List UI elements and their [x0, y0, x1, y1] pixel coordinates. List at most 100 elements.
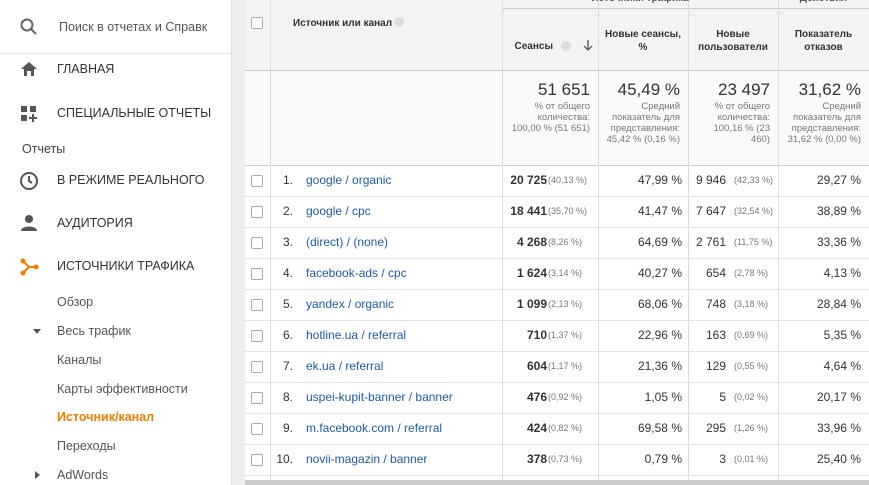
search-icon — [20, 18, 37, 35]
total-note: Средний показатель для представления: 45… — [606, 101, 680, 145]
bounce-rate: 25,40 % — [816, 452, 861, 466]
expand-arrow[interactable] — [33, 328, 41, 336]
row-checkbox[interactable] — [251, 237, 263, 249]
row-index: 2. — [282, 204, 293, 218]
nav-sub-item[interactable]: Каналы — [57, 353, 102, 367]
sessions: 4 268 — [516, 235, 547, 249]
sessions-share: (0,82 %) — [548, 423, 583, 433]
row-checkbox[interactable] — [251, 392, 263, 404]
row-checkbox[interactable] — [251, 361, 263, 373]
sort-arrow[interactable] — [583, 40, 593, 52]
source-link[interactable]: m.facebook.com / referral — [306, 421, 443, 435]
nav-item[interactable]: ИСТОЧНИКИ ТРАФИКА — [57, 259, 195, 273]
bounce-rate: 20,17 % — [816, 390, 861, 404]
bounce-rate: 4,64 % — [823, 359, 861, 373]
sessions-share: (0,92 %) — [548, 392, 583, 402]
column-divider — [598, 0, 599, 480]
row-index: 4. — [282, 266, 293, 280]
source-link[interactable]: (direct) / (none) — [306, 235, 389, 249]
total-value: 45,49 % — [617, 80, 680, 99]
row-divider — [245, 258, 869, 259]
new-users: 654 — [705, 266, 726, 280]
row-index: 8. — [282, 390, 293, 404]
source-link[interactable]: novii-magazin / banner — [306, 452, 428, 466]
row-checkbox[interactable] — [251, 454, 263, 466]
nav-item[interactable]: СПЕЦИАЛЬНЫЕ ОТЧЕТЫ — [57, 106, 212, 120]
row-divider — [245, 289, 869, 290]
help-icon[interactable] — [394, 17, 404, 27]
bounce-rate: 29,27 % — [816, 173, 861, 187]
new-users: 129 — [705, 359, 726, 373]
column-header[interactable]: Новые сеансы, % — [605, 29, 681, 53]
sessions: 1 624 — [516, 266, 547, 280]
new-sessions: 69,58 % — [637, 421, 682, 435]
sessions: 710 — [526, 328, 547, 342]
nav-sub-item[interactable]: Обзор — [57, 295, 94, 309]
new-users: 748 — [705, 297, 726, 311]
column-header[interactable]: Показатель отказов — [794, 29, 853, 53]
row-checkbox[interactable] — [251, 299, 263, 311]
new-users-share: (0,69 %) — [734, 330, 769, 340]
new-users: 2 761 — [695, 235, 726, 249]
new-users: 3 — [719, 452, 726, 466]
source-link[interactable]: hotline.ua / referral — [306, 328, 407, 342]
search-input[interactable]: Поиск в отчетах и Справк — [59, 20, 208, 34]
column-header[interactable]: Новые пользователи — [698, 29, 768, 53]
new-users-share: (11,75 %) — [734, 237, 773, 247]
sessions: 378 — [526, 452, 547, 466]
new-users-share: (0,01 %) — [734, 454, 769, 464]
column-header[interactable]: Сеансы — [514, 41, 554, 52]
sessions: 1 099 — [516, 297, 547, 311]
new-users: 9 946 — [695, 173, 726, 187]
row-checkbox[interactable] — [251, 175, 263, 187]
sessions-share: (3,14 %) — [548, 268, 583, 278]
source-link[interactable]: google / organic — [306, 173, 392, 187]
source-link[interactable]: facebook-ads / cpc — [306, 266, 407, 280]
nav-item[interactable]: В РЕЖИМЕ РЕАЛЬНОГО — [57, 173, 205, 187]
divider — [502, 8, 869, 9]
row-divider — [245, 320, 869, 321]
sessions: 20 725 — [510, 173, 547, 187]
help-icon[interactable] — [561, 41, 571, 51]
select-all-checkbox[interactable] — [251, 17, 263, 29]
bounce-rate: 33,36 % — [816, 235, 861, 249]
scrollbar[interactable] — [245, 480, 869, 485]
source-link[interactable]: uspei-kupit-banner / banner — [306, 390, 453, 404]
nav-item[interactable]: АУДИТОРИЯ — [57, 216, 133, 230]
sessions: 476 — [526, 390, 547, 404]
row-checkbox[interactable] — [251, 423, 263, 435]
sessions: 424 — [526, 421, 547, 435]
total-note: % от общего количества: 100,00 % (51 651… — [511, 101, 590, 134]
row-index: 1. — [282, 173, 293, 187]
source-link[interactable]: yandex / organic — [306, 297, 395, 311]
row-checkbox[interactable] — [251, 268, 263, 280]
source-link[interactable]: ek.ua / referral — [306, 359, 384, 373]
nav-sub-item[interactable]: AdWords — [57, 468, 109, 482]
column-divider — [270, 0, 271, 480]
new-users: 7 647 — [695, 204, 726, 218]
row-divider — [245, 196, 869, 197]
home-icon — [21, 62, 37, 76]
total-note: % от общего количества: 100,16 % (23 460… — [713, 101, 770, 145]
nav-sub-item[interactable]: Весь трафик — [57, 324, 131, 338]
nav-item[interactable]: ГЛАВНАЯ — [57, 62, 115, 76]
nav-sub-item[interactable]: Карты эффективности — [57, 382, 188, 396]
collapse-arrow[interactable] — [34, 471, 42, 479]
sessions-share: (0,73 %) — [548, 454, 583, 464]
row-index: 3. — [282, 235, 293, 249]
column-header[interactable]: Источник или канал — [293, 18, 393, 29]
new-sessions: 68,06 % — [637, 297, 682, 311]
realtime-icon — [20, 172, 38, 190]
row-checkbox[interactable] — [251, 206, 263, 218]
bounce-rate: 28,84 % — [816, 297, 861, 311]
sessions: 18 441 — [510, 204, 547, 218]
row-index: 6. — [282, 328, 293, 342]
new-sessions: 64,69 % — [637, 235, 682, 249]
row-checkbox[interactable] — [251, 330, 263, 342]
custom-icon — [21, 106, 37, 122]
column-divider — [778, 0, 779, 480]
nav-sub-item[interactable]: Переходы — [57, 439, 116, 453]
nav-sub-item[interactable]: Источник/канал — [57, 410, 155, 424]
source-link[interactable]: google / cpc — [306, 204, 371, 218]
